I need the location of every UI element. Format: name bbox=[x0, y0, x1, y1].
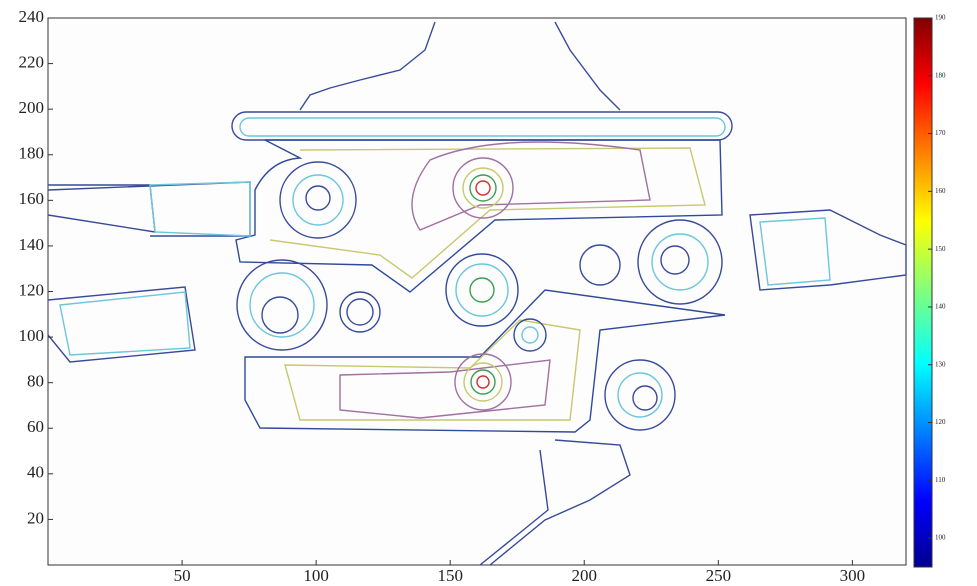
y-tick-label: 100 bbox=[19, 326, 45, 345]
y-tick-label: 220 bbox=[19, 52, 45, 71]
colorbar-tick-label: 150 bbox=[935, 245, 946, 253]
colorbar-tick-label: 170 bbox=[935, 129, 946, 137]
colorbar: 100 110 120 130 140 150 160 170 180 190 bbox=[914, 14, 946, 567]
colorbar-tick-label: 140 bbox=[935, 303, 946, 311]
y-tick-label: 140 bbox=[19, 235, 45, 254]
x-tick-label: 250 bbox=[706, 566, 732, 585]
colorbar-tick-label: 110 bbox=[935, 476, 946, 484]
colorbar-tick-label: 130 bbox=[935, 360, 946, 368]
y-tick-label: 20 bbox=[27, 508, 44, 527]
y-tick-label: 120 bbox=[19, 280, 45, 299]
y-tick-label: 200 bbox=[19, 98, 45, 117]
y-tick-label: 180 bbox=[19, 144, 45, 163]
y-tick-label: 60 bbox=[27, 417, 44, 436]
x-tick-label: 50 bbox=[174, 566, 191, 585]
y-tick-label: 40 bbox=[27, 463, 44, 482]
y-tick-label: 240 bbox=[19, 7, 45, 26]
colorbar-scale bbox=[914, 18, 932, 567]
x-tick-label: 150 bbox=[437, 566, 463, 585]
x-tick-label: 100 bbox=[303, 566, 329, 585]
colorbar-tick-label: 180 bbox=[935, 71, 946, 79]
colorbar-tick-label: 190 bbox=[935, 14, 946, 22]
y-tick-label: 160 bbox=[19, 189, 45, 208]
colorbar-tick-label: 120 bbox=[935, 418, 946, 426]
colorbar-tick-label: 100 bbox=[935, 534, 946, 542]
plot-area bbox=[48, 18, 906, 565]
y-tick-label: 80 bbox=[27, 372, 44, 391]
x-tick-label: 200 bbox=[572, 566, 598, 585]
x-tick-label: 300 bbox=[840, 566, 866, 585]
chart: 50 100 150 200 250 300 20 40 60 80 100 120 140 160 180… bbox=[0, 0, 977, 586]
colorbar-tick-label: 160 bbox=[935, 187, 946, 195]
